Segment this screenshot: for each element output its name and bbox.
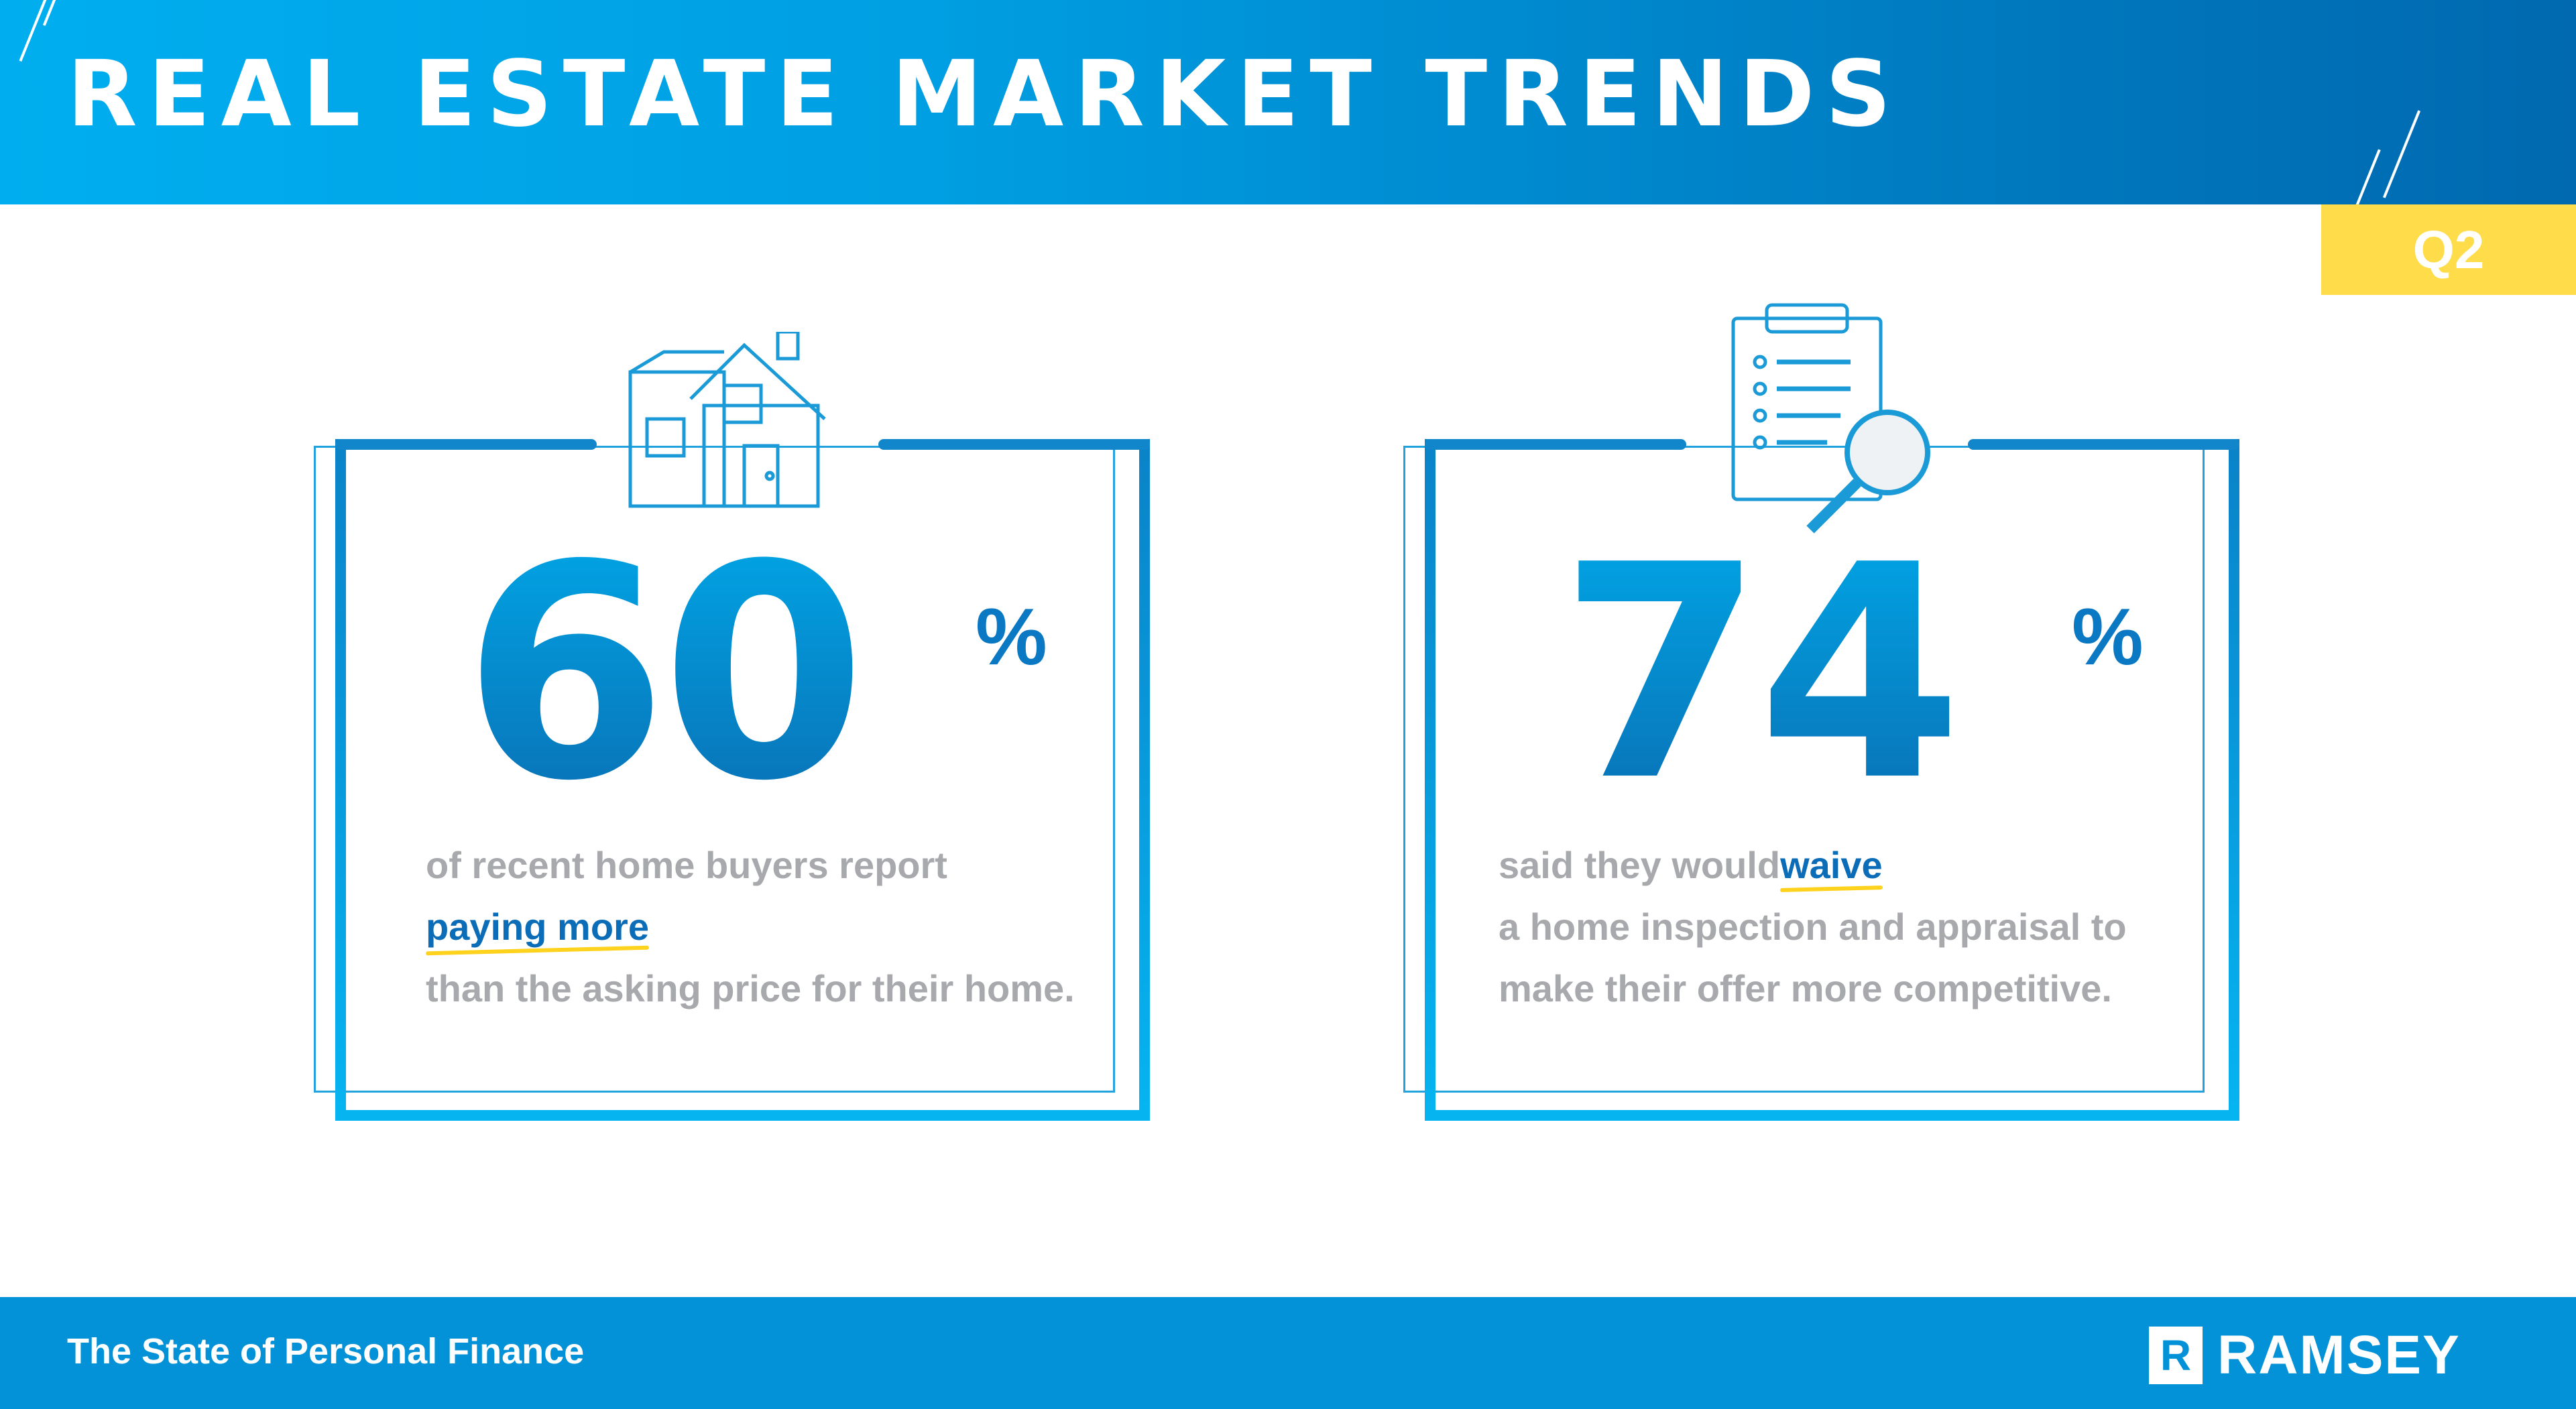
stat-card-home-buyers: 60 % of recent home buyers report paying…: [314, 332, 1150, 1121]
header-banner: REAL ESTATE MARKET TRENDS: [0, 0, 2576, 206]
desc-text: said they would: [1499, 844, 1781, 886]
stat-value: 60: [463, 502, 866, 845]
frame-top-right: [878, 439, 1150, 450]
ramsey-logo: R RAMSEY: [2149, 1324, 2461, 1387]
desc-highlight: waive: [1780, 835, 1883, 896]
stat-card-waive-inspection: 74 % said they would waive a home inspec…: [1403, 303, 2239, 1121]
clipboard-magnifier-icon: [1731, 303, 1930, 534]
house-icon: [628, 332, 826, 508]
decorative-slash: [19, 0, 48, 62]
decorative-slash: [2382, 110, 2421, 198]
desc-text: than the asking price for their home.: [426, 967, 1075, 1009]
page-title: REAL ESTATE MARKET TRENDS: [67, 42, 1902, 147]
decorative-slash: [42, 0, 61, 26]
frame-top-left: [335, 439, 597, 450]
desc-text: a home inspection and appraisal to make …: [1499, 906, 2127, 1009]
stat-value: 74: [1559, 502, 1963, 845]
desc-text: of recent home buyers report: [426, 844, 947, 886]
footer-text: The State of Personal Finance: [67, 1331, 585, 1371]
logo-mark: R: [2149, 1327, 2203, 1384]
desc-highlight: paying more: [426, 896, 649, 958]
frame-top-left: [1425, 439, 1686, 450]
stat-unit: %: [2072, 592, 2144, 682]
logo-text: RAMSEY: [2217, 1325, 2461, 1386]
decorative-slash: [2355, 149, 2381, 206]
card-frame: [335, 439, 1150, 1121]
card-frame: [1425, 439, 2239, 1121]
quarter-badge: Q2: [2321, 204, 2576, 295]
footer: The State of Personal Finance R RAMSEY: [0, 1297, 2576, 1409]
stat-description: of recent home buyers report paying more…: [426, 835, 1136, 1020]
stat-unit: %: [976, 592, 1047, 682]
stat-description: said they would waive a home inspection …: [1499, 835, 2209, 1020]
frame-top-right: [1968, 439, 2239, 450]
